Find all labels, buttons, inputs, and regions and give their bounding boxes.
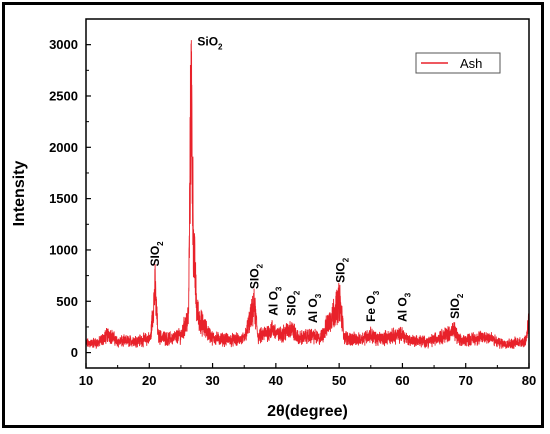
- y-tick-label: 1000: [49, 242, 78, 257]
- peak-label: Al O3: [266, 286, 283, 316]
- peak-label: SIO2: [448, 293, 465, 319]
- x-axis-ticks: 10 20 30 40 50 60 70 80: [79, 363, 536, 388]
- x-axis-label: 2θ(degree): [267, 403, 348, 420]
- peak-label: SIO2: [148, 241, 165, 267]
- y-tick-label: 2000: [49, 140, 78, 155]
- y-axis-ticks: 0 500 1000 1500 2000 2500 3000: [49, 37, 91, 360]
- peak-label: SIO2: [247, 263, 264, 289]
- x-tick-label: 50: [332, 373, 346, 388]
- peak-label: Al O3: [395, 292, 412, 322]
- legend-label-ash: Ash: [460, 56, 482, 71]
- peak-label: Fe O3: [364, 290, 381, 322]
- x-tick-label: 60: [395, 373, 409, 388]
- x-tick-label: 20: [142, 373, 156, 388]
- x-tick-label: 30: [205, 373, 219, 388]
- x-tick-label: 80: [522, 373, 536, 388]
- y-tick-label: 500: [56, 294, 78, 309]
- x-tick-label: 10: [79, 373, 93, 388]
- legend: Ash: [415, 52, 501, 74]
- series-line-ash: [85, 40, 530, 350]
- y-axis-label: Intensity: [11, 161, 28, 227]
- peak-label: SIO2: [333, 257, 350, 283]
- series-layer: [85, 40, 530, 350]
- x-tick-label: 70: [458, 373, 472, 388]
- y-tick-label: 2500: [49, 88, 78, 103]
- legend-box: [415, 52, 501, 74]
- y-tick-label: 3000: [49, 37, 78, 52]
- x-tick-label: 40: [269, 373, 283, 388]
- peak-label: Al O3: [306, 293, 323, 323]
- peak-label: SIO2: [285, 290, 302, 316]
- peak-label: SiO2: [197, 35, 223, 52]
- y-tick-label: 0: [71, 345, 78, 360]
- y-tick-label: 1500: [49, 191, 78, 206]
